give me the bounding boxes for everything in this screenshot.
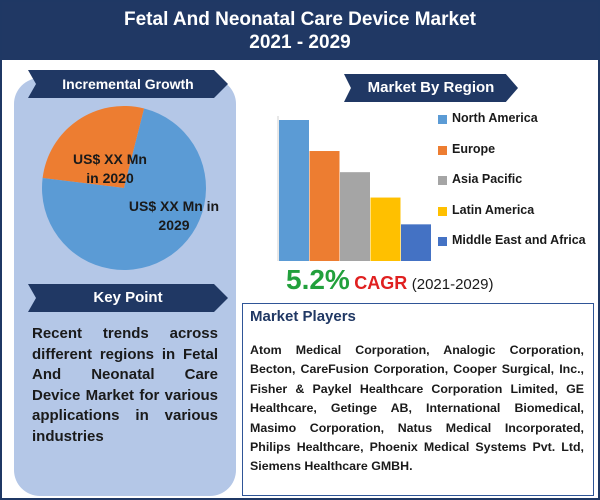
legend-label: Asia Pacific xyxy=(452,172,523,186)
legend-swatch xyxy=(438,176,447,185)
page-title: Fetal And Neonatal Care Device Market xyxy=(124,9,476,30)
key-point-label: Key Point xyxy=(93,289,163,306)
market-players-box: Market Players Atom Medical Corporation,… xyxy=(242,303,594,496)
legend-swatch xyxy=(438,145,447,155)
bar-asia-pacific xyxy=(340,172,370,261)
bar-north-america xyxy=(279,120,309,261)
cagr-period: (2021-2029) xyxy=(411,276,494,293)
incremental-growth-pie xyxy=(42,106,206,270)
pie-slice-2029 xyxy=(42,108,206,270)
cagr-readout: 5.2% CAGR (2021-2029) xyxy=(286,264,493,296)
key-point-banner: Key Point xyxy=(28,284,228,312)
legend-label: Europe xyxy=(452,141,496,156)
legend-label: Middle East and Africa xyxy=(452,233,586,247)
pie-slice-2020 xyxy=(42,106,145,188)
market-by-region-label: Market By Region xyxy=(367,79,495,96)
pie-label-2029: US$ XX Mn in 2029 xyxy=(128,198,220,233)
bar-latin-america xyxy=(370,197,401,261)
bar-europe xyxy=(309,151,340,261)
header: Fetal And Neonatal Care Device Market 20… xyxy=(2,2,598,60)
cagr-label: CAGR xyxy=(354,273,408,293)
legend-swatch xyxy=(438,237,447,246)
bar-middle-east-and-africa xyxy=(401,224,431,261)
incremental-growth-label: Incremental Growth xyxy=(62,76,194,92)
market-players-text: Atom Medical Corporation, Analogic Corpo… xyxy=(250,343,584,474)
market-players-title: Market Players xyxy=(250,308,356,325)
page-subtitle: 2021 - 2029 xyxy=(249,32,351,53)
market-by-region-banner: Market By Region xyxy=(344,74,518,102)
cagr-value: 5.2% xyxy=(286,264,350,295)
legend-swatch xyxy=(438,206,447,216)
key-point-text: Recent trends across different regions i… xyxy=(32,325,218,445)
legend-label: North America xyxy=(452,111,538,125)
legend-swatch xyxy=(438,115,447,124)
incremental-growth-banner: Incremental Growth xyxy=(28,70,228,98)
market-by-region-bar-chart xyxy=(277,116,431,261)
pie-label-2020: US$ XX Mn in 2020 xyxy=(73,151,147,186)
legend-label: Latin America xyxy=(452,202,535,217)
